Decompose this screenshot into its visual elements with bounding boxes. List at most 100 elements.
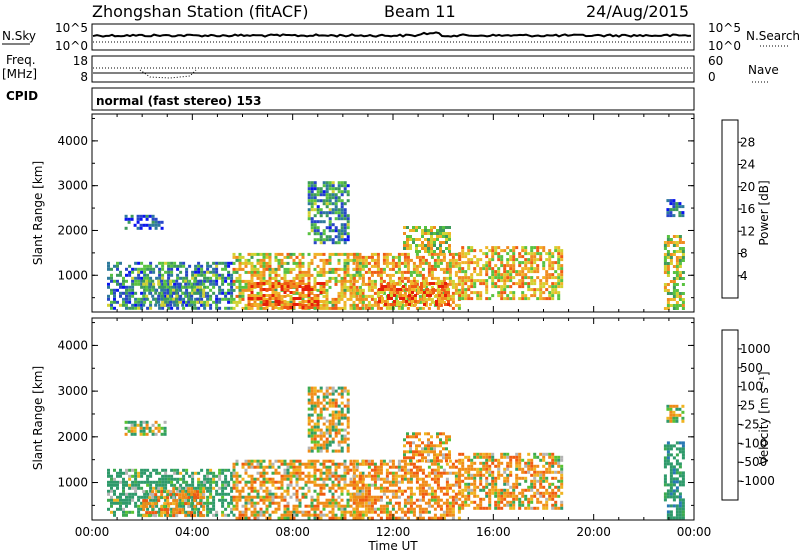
echo-cell: [311, 460, 314, 463]
echo-cell: [254, 274, 257, 277]
echo-cell: [433, 238, 436, 241]
echo-cell: [527, 471, 530, 474]
echo-cell: [212, 292, 215, 295]
echo-cell: [676, 235, 679, 238]
echo-cell: [329, 277, 332, 280]
echo-cell: [148, 283, 151, 286]
echo-cell: [503, 297, 506, 300]
echo-cell: [467, 258, 470, 261]
echo-cell: [335, 475, 338, 478]
echo-cell: [509, 291, 512, 294]
echo-cell: [275, 487, 278, 490]
echo-cell: [224, 478, 227, 481]
echo-cell: [233, 508, 236, 511]
echo-cell: [422, 496, 425, 499]
echo-cell: [458, 462, 461, 465]
echo-cell: [371, 274, 374, 277]
echo-cell: [338, 496, 341, 499]
echo-cell: [350, 463, 353, 466]
echo-cell: [479, 477, 482, 480]
echo-cell: [317, 289, 320, 292]
echo-cell: [664, 289, 667, 292]
echo-cell: [440, 505, 443, 508]
echo-cell: [425, 484, 428, 487]
echo-cell: [350, 298, 353, 301]
echo-cell: [260, 463, 263, 466]
echo-cell: [424, 238, 427, 241]
echo-cell: [257, 292, 260, 295]
echo-cell: [272, 285, 275, 288]
echo-cell: [157, 283, 160, 286]
echo-cell: [359, 265, 362, 268]
echo-cell: [281, 277, 284, 280]
echo-cell: [290, 481, 293, 484]
echo-cell: [332, 475, 335, 478]
echo-cell: [326, 181, 329, 184]
echo-cell: [542, 465, 545, 468]
echo-cell: [485, 279, 488, 282]
echo-cell: [359, 475, 362, 478]
echo-cell: [365, 265, 368, 268]
echo-cell: [423, 282, 426, 285]
echo-cell: [326, 450, 329, 453]
echo-cell: [353, 295, 356, 298]
echo-cell: [557, 486, 560, 489]
echo-cell: [438, 303, 441, 306]
echo-cell: [461, 465, 464, 468]
echo-cell: [187, 496, 190, 499]
echo-cell: [461, 297, 464, 300]
echo-cell: [200, 484, 203, 487]
echo-cell: [344, 438, 347, 441]
echo-cell: [251, 499, 254, 502]
echo-cell: [296, 505, 299, 508]
echo-cell: [443, 511, 446, 514]
echo-cell: [347, 193, 350, 196]
echo-cell: [452, 496, 455, 499]
echo-cell: [149, 430, 152, 433]
echo-cell: [296, 481, 299, 484]
echo-cell: [353, 499, 356, 502]
echo-cell: [197, 484, 200, 487]
echo-cell: [347, 408, 350, 411]
echo-cell: [377, 487, 380, 490]
echo-cell: [473, 285, 476, 288]
echo-cell: [131, 484, 134, 487]
echo-cell: [344, 268, 347, 271]
echo-cell: [401, 469, 404, 472]
echo-cell: [427, 229, 430, 232]
echo-cell: [434, 472, 437, 475]
echo-cell: [308, 208, 311, 211]
echo-cell: [338, 199, 341, 202]
echo-cell: [245, 280, 248, 283]
echo-cell: [335, 426, 338, 429]
echo-cell: [491, 477, 494, 480]
echo-cell: [257, 282, 260, 285]
echo-cell: [151, 502, 154, 505]
echo-cell: [530, 270, 533, 273]
echo-cell: [242, 490, 245, 493]
echo-cell: [158, 274, 161, 277]
echo-cell: [542, 291, 545, 294]
echo-cell: [323, 268, 326, 271]
echo-cell: [299, 478, 302, 481]
echo-cell: [509, 456, 512, 459]
echo-cell: [473, 291, 476, 294]
echo-cell: [407, 469, 410, 472]
echo-cell: [119, 496, 122, 499]
echo-cell: [145, 283, 148, 286]
echo-cell: [212, 271, 215, 274]
echo-cell: [365, 505, 368, 508]
echo-cell: [386, 481, 389, 484]
echo-cell: [467, 477, 470, 480]
echo-cell: [323, 282, 326, 285]
echo-cell: [488, 453, 491, 456]
echo-cell: [362, 268, 365, 271]
echo-cell: [488, 456, 491, 459]
echo-cell: [146, 484, 149, 487]
echo-cell: [140, 469, 143, 472]
echo-cell: [416, 265, 419, 268]
echo-cell: [461, 261, 464, 264]
echo-cell: [338, 229, 341, 232]
echo-cell: [446, 487, 449, 490]
echo-cell: [335, 235, 338, 238]
